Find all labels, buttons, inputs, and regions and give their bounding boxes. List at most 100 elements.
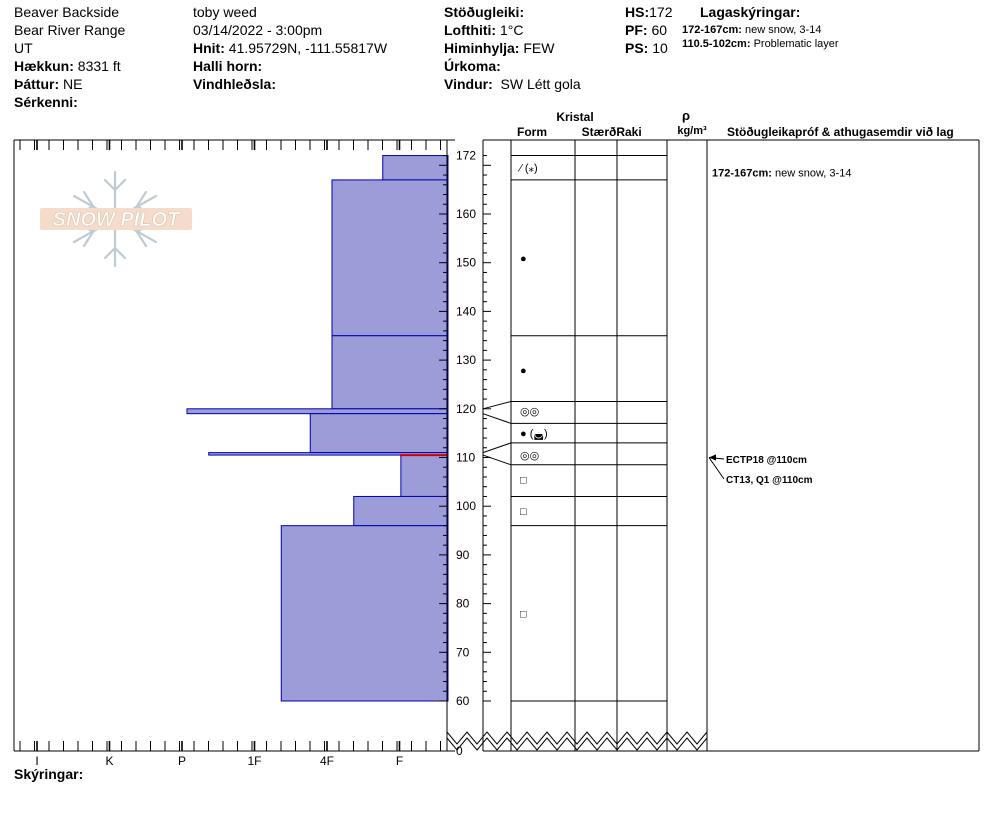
chart-frame <box>13 139 455 752</box>
air-temp-value: 1°C <box>499 22 524 38</box>
layer-connector <box>482 413 512 424</box>
wind-loading-label: Vindhleðsla: <box>193 76 276 92</box>
hardness-tick-label: 1F <box>247 754 261 768</box>
header-observer-block: toby weed 03/14/2022 - 3:00pm Hnit: 41.9… <box>193 3 387 93</box>
height-tick-label: 80 <box>456 597 470 611</box>
hardness-tick-label: 4F <box>320 754 334 768</box>
height-tick-label: 90 <box>456 548 470 562</box>
observer: toby weed <box>193 4 257 20</box>
datetime: 03/14/2022 - 3:00pm <box>193 22 323 38</box>
layer-legend-list: 172-167cm: new snow, 3-14 110.5-102cm: P… <box>682 23 839 51</box>
height-axis: 172 160 150 140 130 120 110 100 90 80 70 60 0 <box>439 139 980 758</box>
test-arrow-head <box>709 454 716 461</box>
hardness-axis: I K P 1F 4F F <box>19 140 441 768</box>
layer-legend-entry: 110.5-102cm: Problematic layer <box>682 37 839 51</box>
height-tick-label: 172 <box>456 149 476 163</box>
elevation-label: Hækkun: <box>14 58 74 74</box>
pf: PF: 60 <box>625 21 672 39</box>
layer-comment: 172-167cm: new snow, 3-14 <box>712 168 851 180</box>
layer-connector <box>482 454 512 466</box>
crystal-table: ⁄ (⁎) ● ● ◎◎ ● (◛) ◎◎ □ □ □ 172-167cm: new snow, … <box>482 140 851 751</box>
stability-test: CT13, Q1 @110cm <box>726 475 813 486</box>
hardness-bar <box>382 155 449 181</box>
layer-legend-entry: 172-167cm: new snow, 3-14 <box>682 23 839 37</box>
grain-form-symbol: ⁄ (⁎) <box>517 163 538 175</box>
scale-break <box>446 737 708 751</box>
density-unit: kg/m³ <box>677 125 707 137</box>
hardness-bar <box>309 413 449 454</box>
layer-connector <box>482 442 512 454</box>
location-name: Beaver Backside <box>14 4 120 20</box>
hardness-tick-label: I <box>35 754 38 768</box>
comments-header: Stöðugleikapróf & athugasemdir við lag <box>727 125 954 139</box>
hs: HS:172 <box>625 3 672 21</box>
layer-legend-title: Lagaskýringar: <box>700 4 801 20</box>
height-tick-label: 150 <box>456 256 476 270</box>
features: Sérkenni: <box>14 93 125 111</box>
elevation-value: 8331 ft <box>77 58 121 74</box>
height-tick-label: 140 <box>456 304 476 318</box>
stability: Stöðugleiki: <box>444 3 581 21</box>
precipitation: Úrkoma: <box>444 57 581 75</box>
slope-label: Halli horn: <box>193 58 263 74</box>
hardness-bar <box>353 495 449 527</box>
grain-form-symbol: □ <box>520 608 527 620</box>
hardness-bar <box>186 408 449 415</box>
aspect-label: Þáttur: <box>14 76 60 92</box>
grain-form-symbol: ● (◛) <box>520 428 548 440</box>
hardness-layers <box>186 155 449 702</box>
grain-form-symbol: □ <box>520 474 527 486</box>
header-weather-block: Stöðugleiki: Lofthiti: 1°C Himinhylja: F… <box>444 3 581 93</box>
stability-test: ECTP18 @110cm <box>726 455 807 466</box>
layer-comment-range: 172-167cm: <box>712 168 775 180</box>
air-temp-label: Lofthiti: <box>444 22 497 38</box>
aspect: Þáttur: NE <box>14 75 125 93</box>
hardness-bar <box>208 452 449 456</box>
pf-label: PF: <box>625 22 648 38</box>
coordinates: Hnit: 41.95729N, -111.55817W <box>193 39 387 57</box>
hardness-tick-label: K <box>105 754 113 768</box>
layer-legend-text: Problematic layer <box>753 38 839 50</box>
notes-label: Skýringar: <box>14 766 84 782</box>
crystal-header: Kristal <box>556 110 593 124</box>
coords-label: Hnit: <box>193 40 225 56</box>
scale-break <box>446 731 708 745</box>
size-header: Stærð <box>582 125 617 139</box>
grain-form-symbol: ◎◎ <box>520 406 539 418</box>
ps-label: PS: <box>625 40 649 56</box>
header-snowpack-block: HS:172 PF: 60 PS: 10 <box>625 3 672 57</box>
sky-label: Himinhylja: <box>444 40 520 56</box>
height-tick-label: 120 <box>456 402 476 416</box>
test-arrow <box>708 457 725 480</box>
air-temp: Lofthiti: 1°C <box>444 21 581 39</box>
wind-loading: Vindhleðsla: <box>193 75 387 93</box>
moisture-header: Raki <box>616 125 641 139</box>
layer-connector <box>482 401 512 410</box>
layer-legend-range: 172-167cm: <box>682 24 742 36</box>
grain-form-symbol: ◎◎ <box>520 450 539 462</box>
wind-value: SW Létt gola <box>500 76 581 92</box>
height-tick-label: 100 <box>456 499 476 513</box>
pf-value: 60 <box>651 22 668 38</box>
height-tick-label: 60 <box>456 694 470 708</box>
mountain-range: Bear River Range <box>14 22 126 38</box>
hardness-bar <box>280 525 449 702</box>
aspect-value: NE <box>63 76 83 92</box>
form-header: Form <box>517 125 547 139</box>
grain-form-symbol: ● <box>520 253 527 265</box>
layer-comment-text: new snow, 3-14 <box>775 168 851 180</box>
notes: Skýringar: <box>14 765 83 783</box>
stability-label: Stöðugleiki: <box>444 4 525 20</box>
density-symbol: ρ <box>682 108 690 123</box>
features-label: Sérkenni: <box>14 94 78 110</box>
header-location-block: Beaver Backside Bear River Range UT Hækk… <box>14 3 125 111</box>
precip-label: Úrkoma: <box>444 58 501 74</box>
coords-value: 41.95729N, -111.55817W <box>228 40 388 56</box>
height-tick-label: 70 <box>456 645 470 659</box>
hardness-tick-label: F <box>396 754 403 768</box>
sky-value: FEW <box>523 40 555 56</box>
wind: Vindur: SW Létt gola <box>444 75 581 93</box>
logo-text: SNOW PILOT <box>53 209 181 231</box>
ps: PS: 10 <box>625 39 672 57</box>
height-tick-label: 110 <box>456 451 475 465</box>
